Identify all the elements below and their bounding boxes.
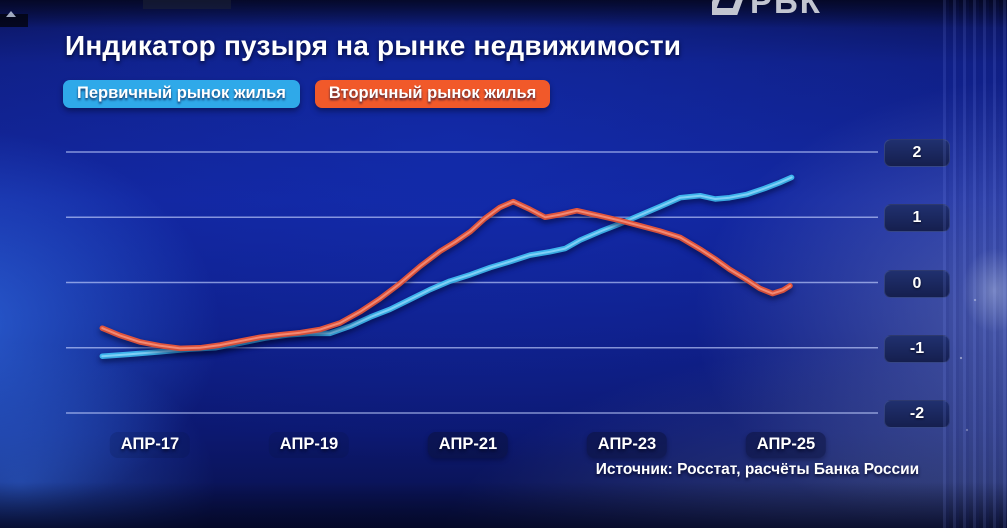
- x-tick-label: АПР-23: [586, 432, 668, 458]
- series-line-primary: [99, 174, 795, 359]
- x-tick-label: АПР-25: [745, 432, 827, 458]
- y-tick-badge: -1: [884, 334, 950, 363]
- series-line-secondary: [99, 198, 793, 352]
- video-artifact: [0, 11, 28, 27]
- y-tick-badge: 1: [884, 204, 950, 233]
- series-line-secondary: [101, 200, 791, 350]
- legend-chip-primary-market: Первичный рынок жилья: [63, 80, 300, 108]
- chart-title: Индикатор пузыря на рынке недвижимости: [65, 30, 682, 61]
- y-tick-badge: 0: [884, 269, 950, 298]
- x-tick-label: АПР-21: [427, 432, 509, 458]
- x-tick-label: АПР-17: [109, 432, 191, 458]
- rbc-logo: РБК: [712, 0, 862, 23]
- series-line-primary: [101, 176, 793, 358]
- y-tick-badge: 2: [884, 139, 950, 167]
- source-note: Источник: Росстат, расчёты Банка России: [595, 461, 920, 478]
- chart-legend: Первичный рынок жилья Вторичный рынок жи…: [63, 80, 551, 108]
- rbc-logo-text: РБК: [750, 0, 822, 20]
- legend-chip-secondary-market: Вторичный рынок жилья: [314, 80, 551, 108]
- y-tick-badge: -2: [884, 400, 950, 428]
- x-tick-label: АПР-19: [268, 432, 350, 458]
- video-artifact: [143, 0, 231, 9]
